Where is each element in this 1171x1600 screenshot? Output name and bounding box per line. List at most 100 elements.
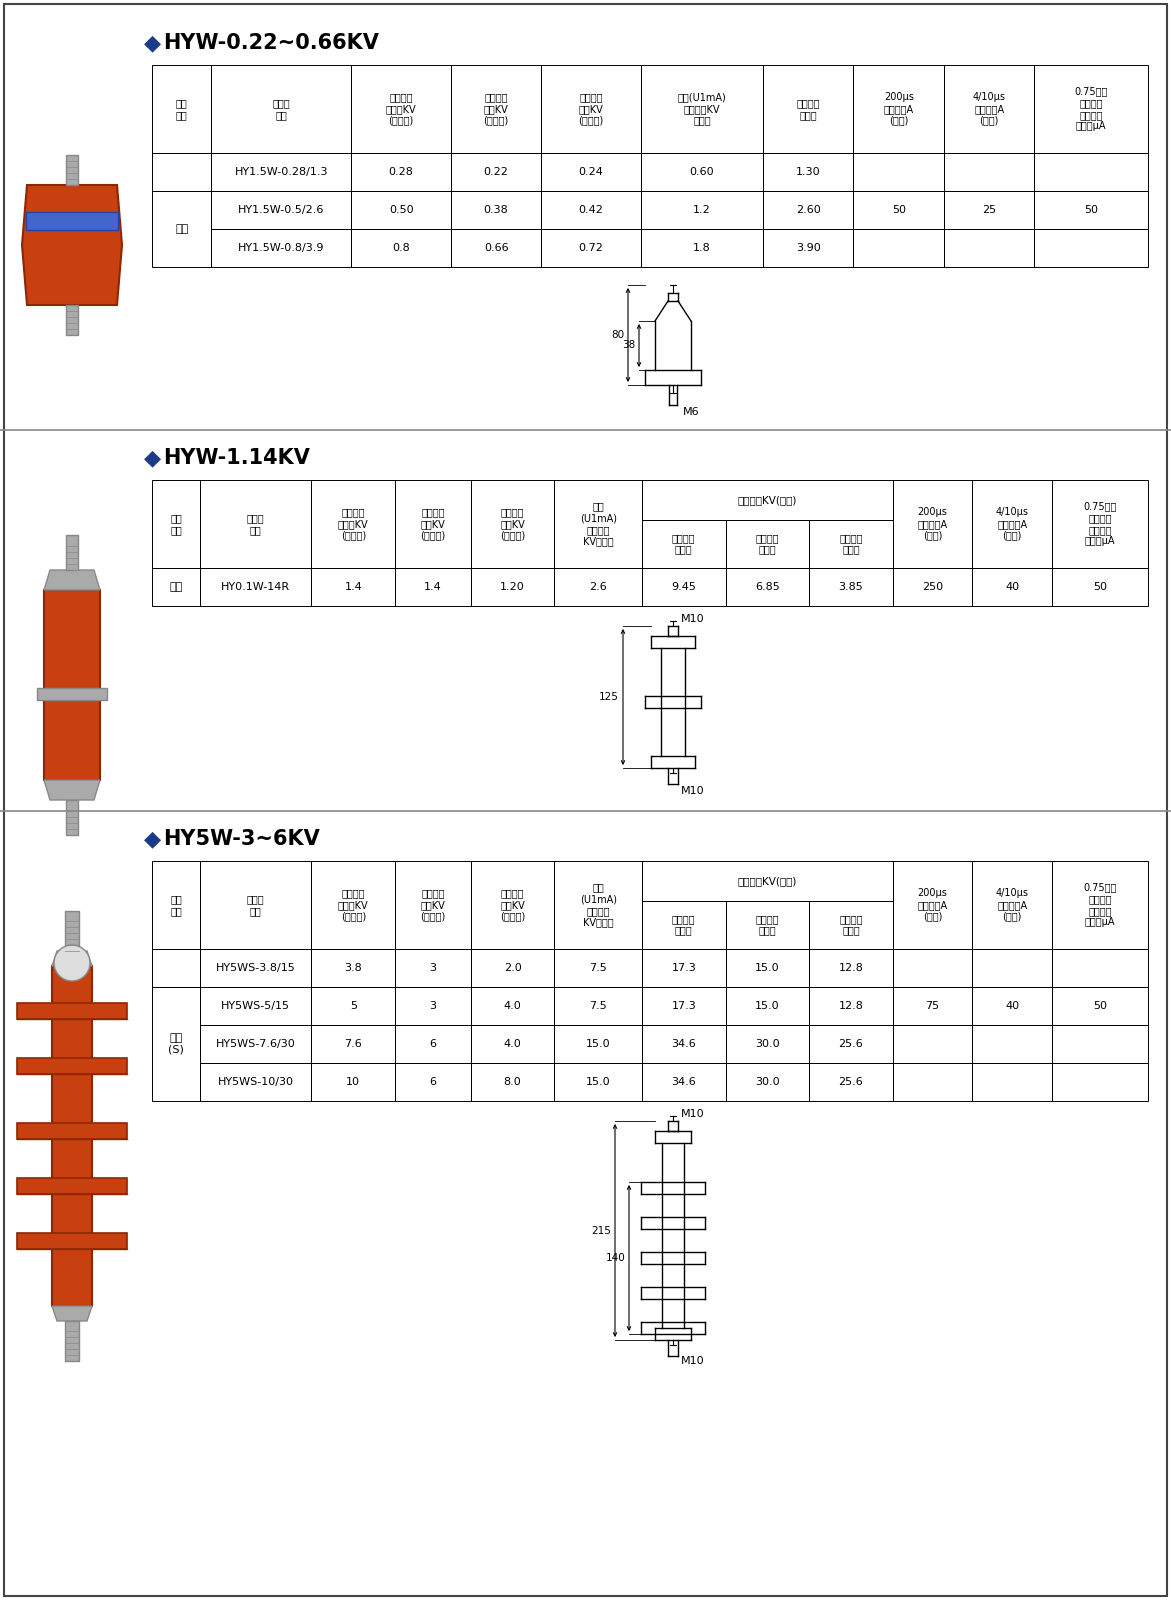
Text: 30.0: 30.0 xyxy=(755,1077,780,1086)
Bar xyxy=(200,568,311,606)
Text: 5: 5 xyxy=(350,1002,357,1011)
Bar xyxy=(471,861,554,949)
Bar xyxy=(200,861,311,949)
Bar xyxy=(471,568,554,606)
Bar xyxy=(809,901,892,949)
Bar xyxy=(37,688,107,701)
Bar xyxy=(541,66,641,154)
Text: M10: M10 xyxy=(682,614,705,624)
Bar xyxy=(351,66,451,154)
Text: M10: M10 xyxy=(682,1109,705,1118)
Text: 雷电冲击
电流下: 雷电冲击 电流下 xyxy=(755,914,779,936)
Text: HY5W-3~6KV: HY5W-3~6KV xyxy=(163,829,320,850)
Text: 系统标称
电压KV
(有效值): 系统标称 电压KV (有效值) xyxy=(420,888,445,922)
Text: 最大残压KV(峰值): 最大残压KV(峰值) xyxy=(738,494,797,506)
Text: 15.0: 15.0 xyxy=(755,963,780,973)
Text: 10: 10 xyxy=(347,1077,361,1086)
Text: 15.0: 15.0 xyxy=(586,1038,610,1050)
Polygon shape xyxy=(18,1058,126,1074)
Text: 0.75直流
参考电压
下最大泄
漏电流μA: 0.75直流 参考电压 下最大泄 漏电流μA xyxy=(1074,86,1108,131)
Polygon shape xyxy=(52,1306,93,1322)
Text: 2.60: 2.60 xyxy=(796,205,821,214)
Text: 50: 50 xyxy=(892,205,905,214)
Text: 1.20: 1.20 xyxy=(500,582,525,592)
Text: 200μs
方波电流A
(峰值): 200μs 方波电流A (峰值) xyxy=(918,888,947,922)
Bar xyxy=(541,190,641,229)
Polygon shape xyxy=(18,1178,126,1194)
Bar xyxy=(642,1062,726,1101)
Polygon shape xyxy=(52,950,93,966)
Bar xyxy=(66,534,78,570)
Polygon shape xyxy=(22,186,122,306)
Bar xyxy=(854,190,944,229)
Text: 最大残压KV(峰值): 最大残压KV(峰值) xyxy=(738,875,797,886)
Bar xyxy=(451,66,541,154)
Bar xyxy=(1034,229,1148,267)
Text: 0.24: 0.24 xyxy=(578,166,603,178)
Bar xyxy=(642,949,726,987)
Bar xyxy=(892,480,972,568)
Bar xyxy=(351,154,451,190)
Text: 0.28: 0.28 xyxy=(389,166,413,178)
Bar xyxy=(554,1026,642,1062)
Bar xyxy=(642,1026,726,1062)
Text: 持续运行
电压KV
(有效值): 持续运行 电压KV (有效值) xyxy=(578,93,604,125)
Text: 9.45: 9.45 xyxy=(671,582,697,592)
Bar xyxy=(554,987,642,1026)
Text: 0.75直流
参考电压
下最大泄
漏电流μA: 0.75直流 参考电压 下最大泄 漏电流μA xyxy=(1083,883,1116,928)
Bar xyxy=(152,480,200,568)
Bar xyxy=(763,229,854,267)
Bar xyxy=(66,910,78,950)
Bar xyxy=(541,154,641,190)
Bar xyxy=(944,190,1034,229)
Bar xyxy=(554,480,642,568)
Bar xyxy=(1052,568,1148,606)
Bar xyxy=(972,568,1052,606)
Text: 34.6: 34.6 xyxy=(671,1038,696,1050)
Text: 1.4: 1.4 xyxy=(424,582,441,592)
Text: 0.22: 0.22 xyxy=(484,166,508,178)
Bar xyxy=(809,949,892,987)
Bar xyxy=(44,590,100,781)
Bar xyxy=(1034,190,1148,229)
Bar xyxy=(541,229,641,267)
Bar xyxy=(211,190,351,229)
Text: 雷电冲击
电流下: 雷电冲击 电流下 xyxy=(755,533,779,555)
Text: 12.8: 12.8 xyxy=(838,963,863,973)
Bar xyxy=(311,987,395,1026)
Text: 17.3: 17.3 xyxy=(671,963,696,973)
Text: 4/10μs
冲击电流A
(峰值): 4/10μs 冲击电流A (峰值) xyxy=(973,93,1006,125)
Text: 使用
场所: 使用 场所 xyxy=(170,894,182,915)
Bar xyxy=(892,1026,972,1062)
Bar xyxy=(763,66,854,154)
Bar xyxy=(200,480,311,568)
Bar xyxy=(311,480,395,568)
Text: 直流
(U1mA)
参考电压
KV不小于: 直流 (U1mA) 参考电压 KV不小于 xyxy=(580,501,617,547)
Text: 3.8: 3.8 xyxy=(344,963,362,973)
Bar xyxy=(200,1026,311,1062)
Bar xyxy=(200,949,311,987)
Text: HYW-1.14KV: HYW-1.14KV xyxy=(163,448,310,467)
Bar xyxy=(809,520,892,568)
Polygon shape xyxy=(18,1234,126,1250)
Text: 0.50: 0.50 xyxy=(389,205,413,214)
Bar xyxy=(642,568,726,606)
Text: 200μs
方波电流A
(峰值): 200μs 方波电流A (峰值) xyxy=(918,507,947,541)
Polygon shape xyxy=(44,570,100,590)
Bar xyxy=(892,861,972,949)
Bar xyxy=(395,480,471,568)
Text: 1.2: 1.2 xyxy=(693,205,711,214)
Text: 140: 140 xyxy=(607,1253,626,1262)
Text: 电容: 电容 xyxy=(170,582,183,592)
Text: 50: 50 xyxy=(1084,205,1098,214)
Bar xyxy=(200,987,311,1026)
Bar xyxy=(726,949,809,987)
Bar xyxy=(311,1026,395,1062)
Text: 使用
场所: 使用 场所 xyxy=(170,514,182,534)
Text: 125: 125 xyxy=(600,691,619,702)
Text: 7.5: 7.5 xyxy=(589,963,607,973)
Text: 75: 75 xyxy=(925,1002,939,1011)
Text: 避雷器额
定电压KV
(有效值): 避雷器额 定电压KV (有效值) xyxy=(338,507,369,541)
Text: 3: 3 xyxy=(430,1002,437,1011)
Bar xyxy=(726,568,809,606)
